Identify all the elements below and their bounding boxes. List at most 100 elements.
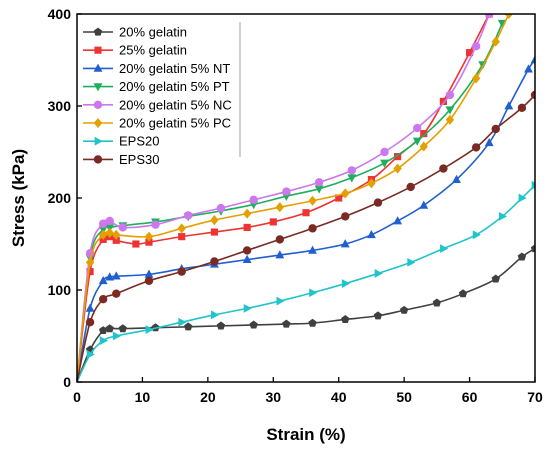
data-point <box>445 90 455 100</box>
legend-label-6: EPS20 <box>119 134 159 149</box>
data-point <box>275 235 285 244</box>
data-point <box>105 227 114 238</box>
legend-marker-1 <box>94 46 102 54</box>
data-point <box>530 55 535 64</box>
data-point <box>380 147 389 157</box>
data-point <box>282 319 291 328</box>
data-point <box>308 245 317 254</box>
data-point <box>452 174 461 183</box>
data-point <box>445 114 455 125</box>
data-point <box>85 318 95 327</box>
data-point <box>282 187 291 196</box>
data-point <box>445 106 455 115</box>
data-point <box>85 257 95 268</box>
data-point <box>373 311 383 320</box>
x-axis-title: Strain (%) <box>266 425 345 444</box>
data-point <box>275 250 285 259</box>
data-point <box>498 211 508 221</box>
x-tick-label: 70 <box>527 389 543 405</box>
data-point <box>184 211 193 220</box>
y-tick-label: 300 <box>48 98 72 114</box>
data-point <box>86 268 94 276</box>
data-point <box>118 223 128 232</box>
data-point <box>144 231 154 242</box>
data-point <box>504 14 514 20</box>
legend-marker-4 <box>93 100 103 110</box>
data-point <box>491 124 500 134</box>
data-point <box>341 315 350 324</box>
series-5 <box>77 14 514 382</box>
legend-label-3: 20% gelatin 5% PT <box>119 79 230 94</box>
data-point <box>458 289 468 298</box>
y-tick-label: 200 <box>48 190 72 206</box>
data-point <box>112 236 120 244</box>
data-point <box>530 90 535 100</box>
data-point <box>308 224 317 233</box>
data-point <box>98 219 108 228</box>
legend-marker-2 <box>93 63 103 72</box>
data-point <box>243 223 251 232</box>
data-point <box>99 336 108 346</box>
data-point <box>309 288 318 298</box>
data-point <box>184 322 193 331</box>
data-point <box>380 159 389 168</box>
legend-label-0: 20% gelatin <box>119 25 187 40</box>
data-point <box>472 230 481 240</box>
data-point <box>419 141 428 152</box>
data-point <box>216 321 226 330</box>
data-point <box>406 182 415 192</box>
series-0 <box>77 244 535 382</box>
y-tick-label: 100 <box>48 282 72 298</box>
x-tick-label: 30 <box>265 389 281 405</box>
data-point <box>439 97 447 105</box>
series-7 <box>77 90 535 382</box>
data-point <box>471 143 481 152</box>
data-point <box>373 198 383 207</box>
x-tick-label: 20 <box>200 389 216 405</box>
data-point <box>367 229 376 239</box>
data-point <box>144 276 154 285</box>
data-point <box>347 174 357 183</box>
data-point <box>394 153 402 161</box>
data-point <box>439 164 448 173</box>
data-point <box>177 267 186 276</box>
data-point <box>432 298 442 307</box>
data-point <box>98 275 108 285</box>
data-point <box>151 220 160 229</box>
legend-label-2: 20% gelatin 5% NT <box>119 61 230 76</box>
data-point <box>530 244 535 253</box>
data-point <box>335 194 343 202</box>
y-tick-label: 400 <box>48 6 72 22</box>
data-point <box>517 252 527 261</box>
data-point <box>440 244 449 254</box>
legend-marker-0 <box>93 27 103 36</box>
series-4 <box>77 14 494 382</box>
data-point <box>178 317 187 327</box>
data-point <box>420 130 428 138</box>
data-point <box>243 303 252 313</box>
data-point <box>393 216 403 225</box>
x-tick-label: 40 <box>331 389 347 405</box>
data-point <box>98 295 108 304</box>
data-point <box>145 325 154 334</box>
legend-marker-3 <box>93 83 103 92</box>
data-point <box>341 212 350 221</box>
x-tick-label: 10 <box>135 389 151 405</box>
legend-label-7: EPS30 <box>119 152 159 167</box>
data-point <box>98 326 108 335</box>
data-point <box>471 42 481 51</box>
data-point <box>85 303 95 312</box>
data-point <box>412 137 422 146</box>
data-point <box>340 239 350 248</box>
legend-marker-7 <box>93 155 103 164</box>
legend-label-1: 25% gelatin <box>119 43 187 58</box>
x-tick-label: 50 <box>396 389 412 405</box>
legend-label-4: 20% gelatin 5% NC <box>119 97 232 112</box>
data-point <box>518 193 527 203</box>
data-point <box>341 279 351 288</box>
data-point <box>413 123 422 133</box>
data-point <box>314 185 324 194</box>
data-point <box>308 195 317 206</box>
data-point <box>118 324 127 333</box>
series-6 <box>77 180 535 382</box>
